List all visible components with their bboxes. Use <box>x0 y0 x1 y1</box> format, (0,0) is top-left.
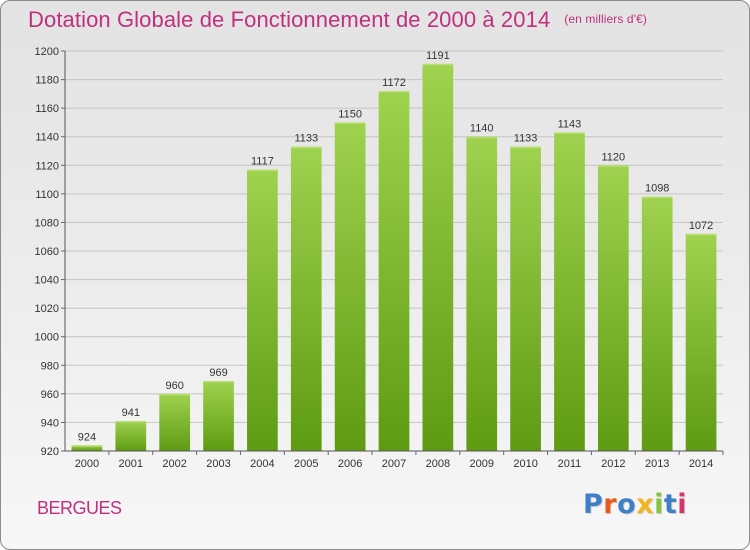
logo-letter: i <box>677 489 688 520</box>
bar <box>510 146 541 451</box>
title-text: Dotation Globale de Fonctionnement de 20… <box>28 7 551 32</box>
bar-highlight <box>115 421 147 423</box>
x-tick-label: 2013 <box>645 458 669 470</box>
bar-highlight <box>159 393 191 396</box>
bar-highlight <box>510 146 541 149</box>
bar-highlight <box>422 63 454 66</box>
y-tick-label: 1180 <box>35 75 59 87</box>
data-label: 1172 <box>382 77 406 89</box>
bar <box>203 381 234 451</box>
city-name: BERGUES <box>37 498 122 518</box>
bar <box>115 421 147 451</box>
logo-letter: t <box>663 489 678 520</box>
bar-highlight <box>378 91 410 93</box>
bar <box>71 445 103 451</box>
bar-highlight <box>641 196 673 199</box>
bar <box>466 136 498 451</box>
data-label: 1140 <box>470 123 494 135</box>
x-tick-label: 2011 <box>558 458 582 470</box>
unit-note: (en milliers d'€) <box>564 12 647 26</box>
y-tick-label: 1120 <box>35 160 59 172</box>
data-label: 1133 <box>514 133 538 145</box>
chart-title: Dotation Globale de Fonctionnement de 20… <box>28 7 647 33</box>
x-tick-label: 2007 <box>382 458 406 470</box>
y-tick-label: 1140 <box>35 132 59 144</box>
y-tick-label: 1040 <box>35 275 59 287</box>
y-tick-label: 980 <box>41 360 59 372</box>
bar <box>290 146 322 451</box>
bar-highlight <box>71 445 103 447</box>
bar-highlight <box>466 136 498 139</box>
bar <box>597 165 629 452</box>
y-tick-label: 1000 <box>35 332 59 344</box>
data-label: 1098 <box>645 183 669 195</box>
data-label: 1072 <box>689 220 713 232</box>
x-tick-label: 2012 <box>601 458 625 470</box>
bar-highlight <box>685 233 717 236</box>
logo-letter: i <box>654 489 664 520</box>
y-tick-label: 1160 <box>35 103 59 115</box>
data-label: 1143 <box>558 118 582 130</box>
bar-highlight <box>290 146 322 149</box>
bar <box>685 233 717 451</box>
y-tick-label: 960 <box>41 389 59 401</box>
x-tick-label: 2004 <box>250 458 274 470</box>
logo-letter: x <box>636 489 655 520</box>
logo-letter: r <box>603 489 618 520</box>
y-tick-label: 1100 <box>35 189 59 201</box>
y-tick-label: 1200 <box>35 46 59 58</box>
bar <box>247 169 278 452</box>
bar-highlight <box>334 122 366 124</box>
data-label: 941 <box>122 407 140 419</box>
bar <box>554 132 585 451</box>
logo-letter: o <box>617 489 637 520</box>
logo-letter: P <box>583 489 604 520</box>
x-tick-label: 2003 <box>206 458 230 470</box>
data-label: 960 <box>165 380 183 392</box>
x-tick-label: 2002 <box>162 458 186 470</box>
bar-highlight <box>203 381 234 383</box>
bar <box>334 122 366 451</box>
bar <box>378 91 410 451</box>
y-tick-label: 1080 <box>35 217 59 229</box>
data-label: 1191 <box>426 50 450 62</box>
x-tick-label: 2010 <box>513 458 537 470</box>
x-tick-label: 2001 <box>119 458 143 470</box>
bar <box>422 63 454 451</box>
y-tick-label: 1060 <box>35 246 59 258</box>
data-label: 924 <box>78 431 96 443</box>
bar-highlight <box>554 132 585 134</box>
y-tick-label: 920 <box>41 446 59 458</box>
y-tick-label: 940 <box>41 417 59 429</box>
x-tick-label: 2014 <box>689 458 713 470</box>
data-label: 1120 <box>602 151 626 163</box>
y-tick-label: 1020 <box>35 303 59 315</box>
x-tick-label: 2009 <box>469 458 493 470</box>
bar <box>159 393 191 451</box>
data-label: 1117 <box>251 156 274 168</box>
data-label: 969 <box>209 367 227 379</box>
proxiti-logo[interactable]: Proxiti <box>583 489 687 520</box>
data-label: 1133 <box>294 133 318 145</box>
bar <box>641 196 673 451</box>
x-tick-label: 2008 <box>426 458 450 470</box>
bar-highlight <box>247 169 278 172</box>
data-label: 1150 <box>338 108 362 120</box>
x-tick-label: 2000 <box>75 458 99 470</box>
x-tick-label: 2005 <box>294 458 318 470</box>
bar-highlight <box>597 165 629 167</box>
x-tick-label: 2006 <box>338 458 362 470</box>
